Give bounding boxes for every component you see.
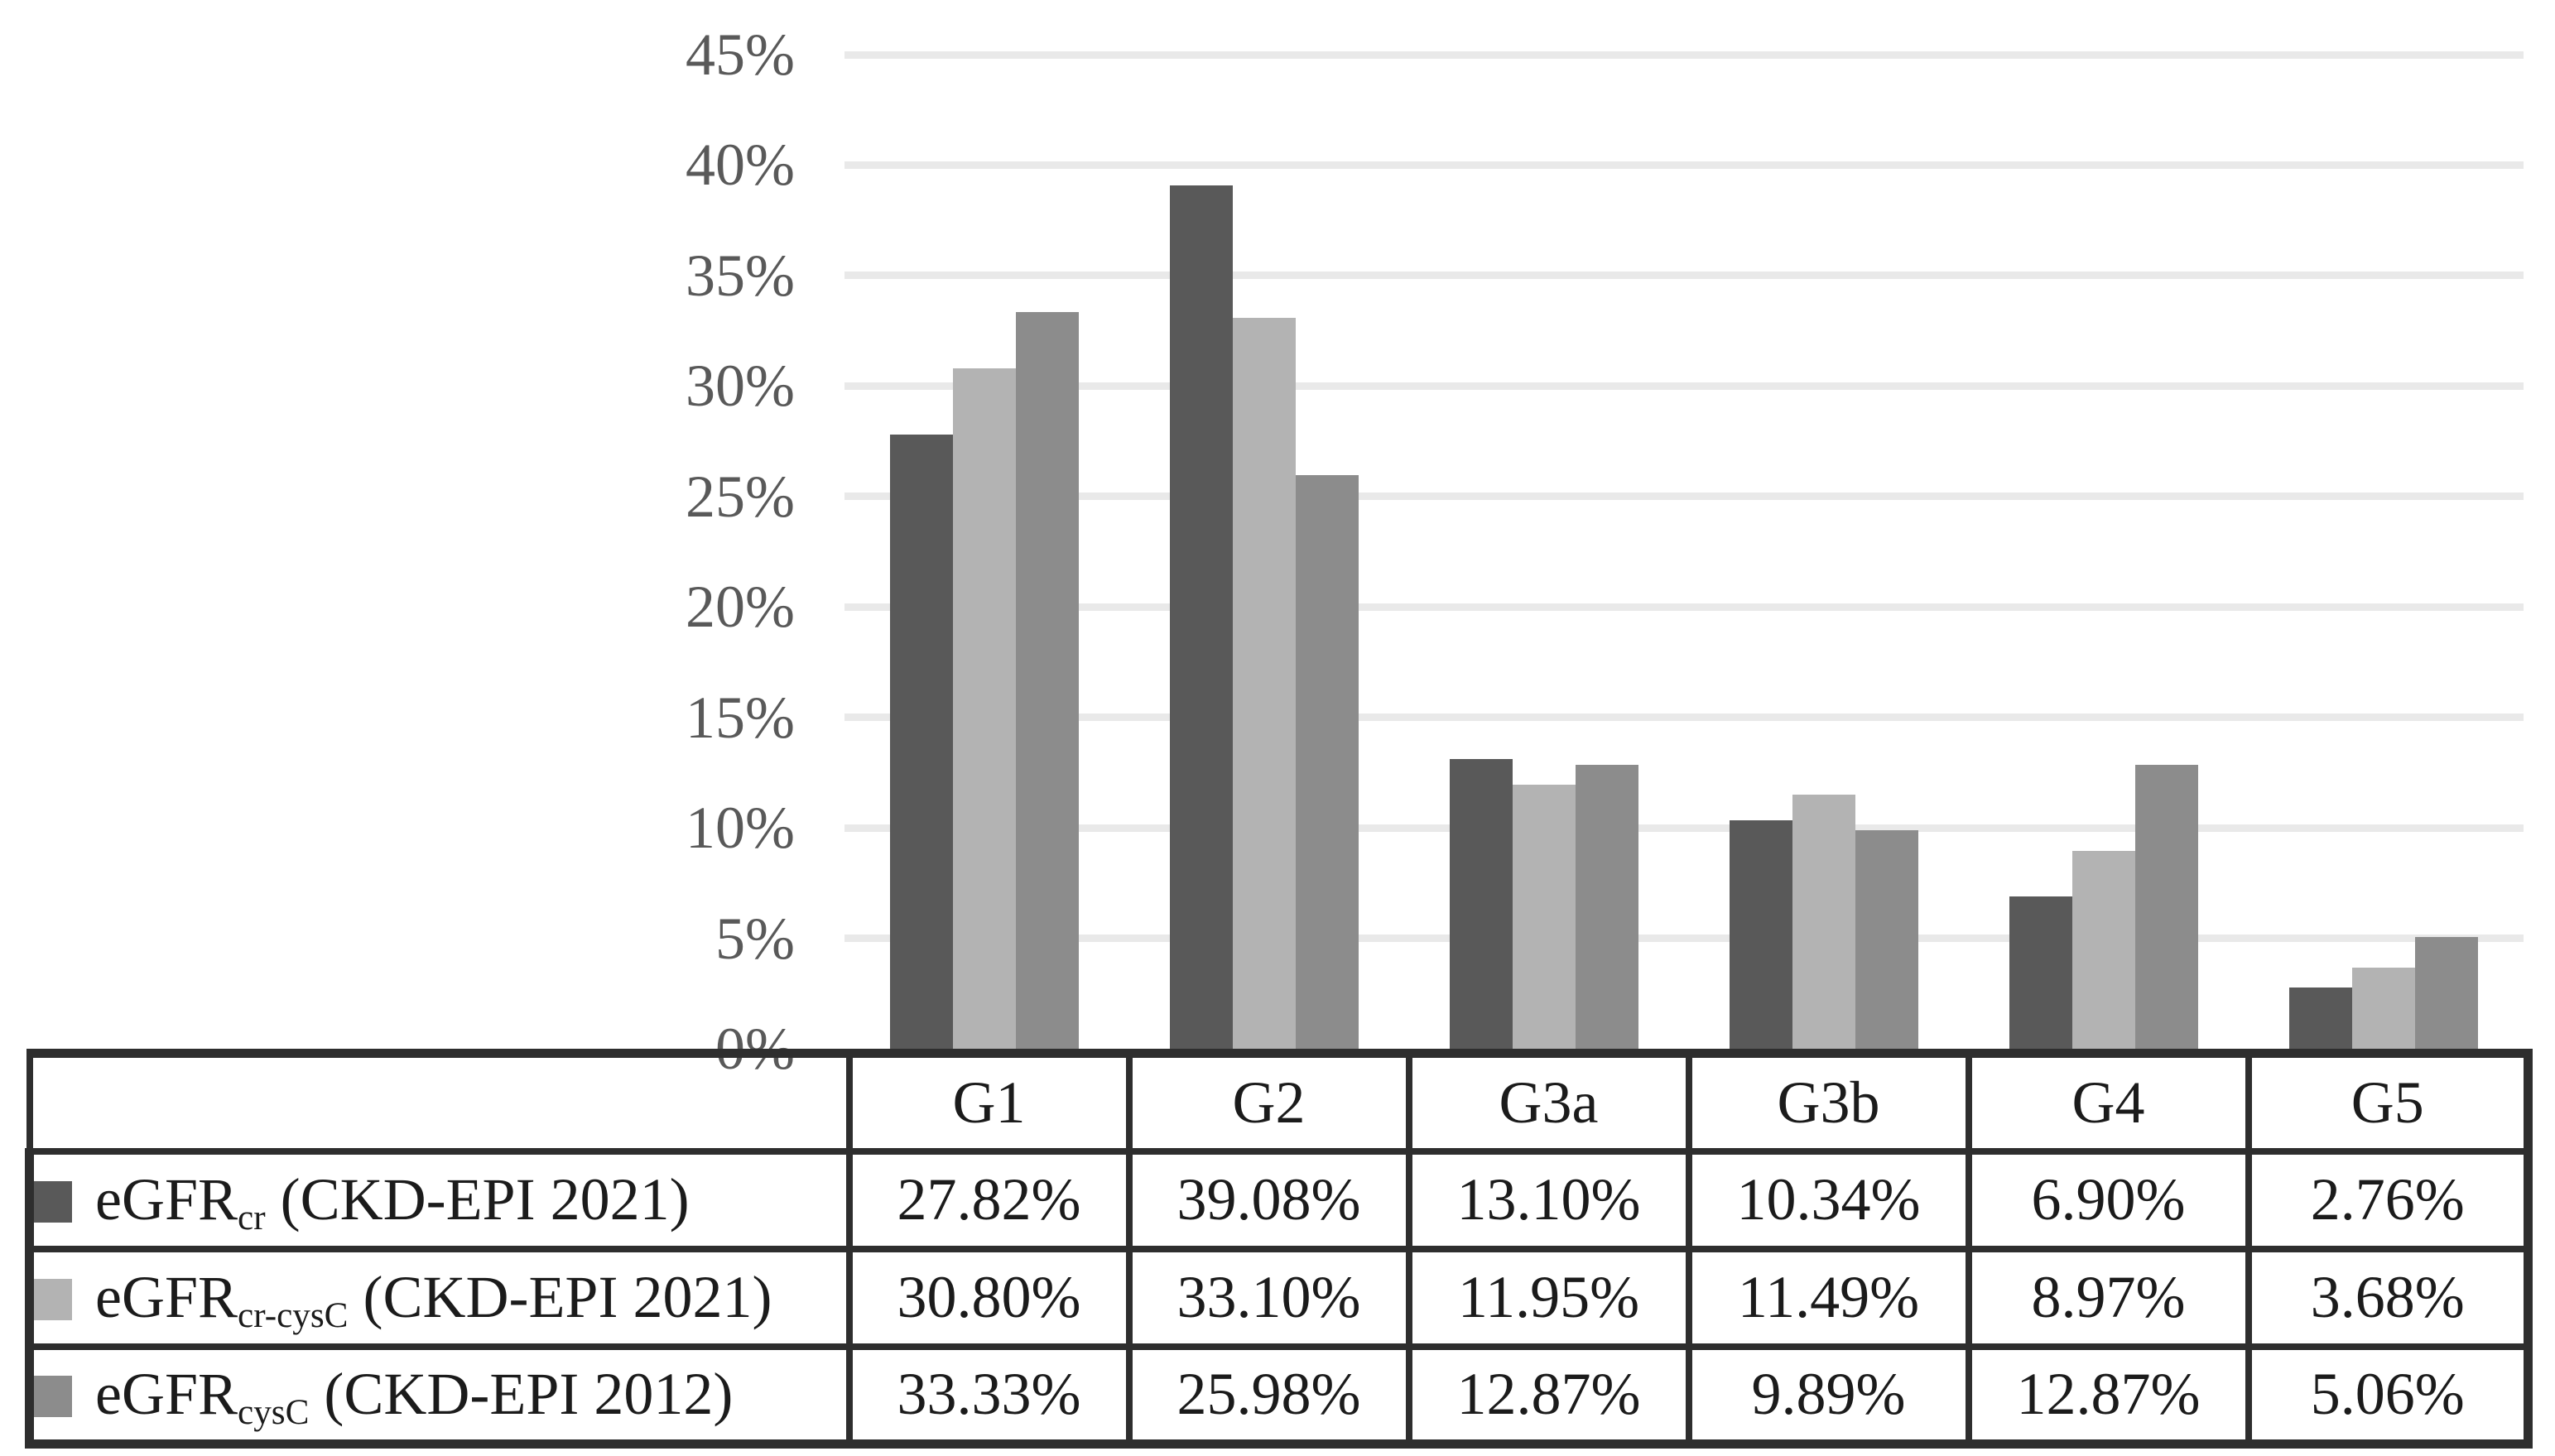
value-cell-G1-series1: 27.82% bbox=[845, 1147, 1133, 1252]
y-tick-label-25: 25% bbox=[686, 463, 795, 530]
gridline-40 bbox=[844, 161, 2524, 169]
bar-series2-G5 bbox=[2352, 967, 2415, 1049]
bar-series1-G3b bbox=[1730, 820, 1792, 1049]
gridline-20 bbox=[844, 603, 2524, 611]
legend-label: eGFRcysC (CKD-EPI 2012) bbox=[95, 1361, 734, 1433]
legend-swatch-icon bbox=[38, 1376, 72, 1418]
column-header-G5: G5 bbox=[2245, 1049, 2533, 1155]
y-tick-label-15: 15% bbox=[686, 684, 795, 751]
value-cell-G4-series1: 6.90% bbox=[1965, 1147, 2252, 1252]
legend-swatch-icon bbox=[38, 1181, 72, 1223]
value-cell-G2-series1: 39.08% bbox=[1125, 1147, 1412, 1252]
bar-series2-G2 bbox=[1233, 317, 1296, 1049]
value-cell-G2-series3: 25.98% bbox=[1125, 1343, 1412, 1449]
value-cell-G3a-series1: 13.10% bbox=[1405, 1147, 1692, 1252]
bar-series3-G5 bbox=[2415, 936, 2478, 1049]
bar-group-G4 bbox=[1964, 55, 2244, 1049]
legend-label: eGFRcr (CKD-EPI 2021) bbox=[95, 1166, 690, 1238]
gridline-15 bbox=[844, 714, 2524, 722]
legend-label: eGFRcr-cysC (CKD-EPI 2021) bbox=[95, 1264, 772, 1336]
value-cell-G5-series1: 2.76% bbox=[2245, 1147, 2533, 1252]
table-row-series3: eGFRcysC (CKD-EPI 2012) 33.33% 25.98% 12.87… bbox=[25, 1343, 2533, 1449]
legend-cell-series2: eGFRcr-cysC (CKD-EPI 2021) bbox=[25, 1245, 853, 1350]
bar-group-G3a bbox=[1404, 55, 1684, 1049]
gridline-5 bbox=[844, 935, 2524, 943]
gridline-10 bbox=[844, 824, 2524, 832]
legend-cell-series3: eGFRcysC (CKD-EPI 2012) bbox=[25, 1343, 853, 1449]
table-row-series2: eGFRcr-cysC (CKD-EPI 2021) 30.80% 33.10% 11… bbox=[25, 1245, 2533, 1350]
bar-series2-G3a bbox=[1513, 785, 1576, 1049]
column-header-G1: G1 bbox=[845, 1049, 1133, 1155]
bar-group-G5 bbox=[2244, 55, 2524, 1049]
y-tick-label-30: 30% bbox=[686, 353, 795, 420]
bar-series2-G4 bbox=[2072, 850, 2135, 1049]
table-header-row: G1 G2 G3a G3b G4 G5 bbox=[26, 1049, 2533, 1155]
y-tick-label-5: 5% bbox=[715, 905, 795, 972]
legend-swatch-icon bbox=[38, 1279, 72, 1320]
table-corner-cell bbox=[26, 1049, 853, 1155]
bar-series2-G3b bbox=[1792, 795, 1855, 1049]
bar-series3-G3b bbox=[1855, 830, 1918, 1049]
bar-series2-G1 bbox=[953, 368, 1016, 1049]
column-header-G2: G2 bbox=[1125, 1049, 1412, 1155]
column-header-G3a: G3a bbox=[1405, 1049, 1692, 1155]
value-cell-G3b-series2: 11.49% bbox=[1685, 1245, 1972, 1350]
bar-series3-G3a bbox=[1576, 764, 1638, 1049]
data-table: G1 G2 G3a G3b G4 G5 eGFRcr (CKD-EPI 2021) 27.8… bbox=[25, 1049, 2533, 1449]
value-cell-G4-series2: 8.97% bbox=[1965, 1245, 2252, 1350]
y-tick-label-10: 10% bbox=[686, 795, 795, 862]
gridline-35 bbox=[844, 271, 2524, 280]
y-tick-label-35: 35% bbox=[686, 242, 795, 309]
bar-group-G3b bbox=[1684, 55, 1964, 1049]
gridline-30 bbox=[844, 382, 2524, 390]
gridline-45 bbox=[844, 50, 2524, 59]
value-cell-G3a-series3: 12.87% bbox=[1405, 1343, 1692, 1449]
bar-group-G1 bbox=[844, 55, 1124, 1049]
gridline-25 bbox=[844, 493, 2524, 501]
y-tick-label-40: 40% bbox=[686, 132, 795, 199]
bar-series1-G4 bbox=[2009, 896, 2072, 1049]
bar-group-G2 bbox=[1124, 55, 1404, 1049]
y-tick-label-20: 20% bbox=[686, 574, 795, 641]
bar-series1-G1 bbox=[890, 434, 953, 1049]
value-cell-G3a-series2: 11.95% bbox=[1405, 1245, 1692, 1350]
table-row-series1: eGFRcr (CKD-EPI 2021) 27.82% 39.08% 13.10% 1… bbox=[25, 1147, 2533, 1252]
bar-series3-G2 bbox=[1296, 474, 1359, 1049]
value-cell-G3b-series3: 9.89% bbox=[1685, 1343, 1972, 1449]
plot-area bbox=[844, 50, 2524, 1049]
value-cell-G2-series2: 33.10% bbox=[1125, 1245, 1412, 1350]
bar-series1-G2 bbox=[1170, 185, 1233, 1049]
value-cell-G4-series3: 12.87% bbox=[1965, 1343, 2252, 1449]
value-cell-G3b-series1: 10.34% bbox=[1685, 1147, 1972, 1252]
bar-series1-G3a bbox=[1450, 759, 1513, 1049]
column-header-G3b: G3b bbox=[1685, 1049, 1972, 1155]
value-cell-G5-series2: 3.68% bbox=[2245, 1245, 2533, 1350]
value-cell-G1-series2: 30.80% bbox=[845, 1245, 1133, 1350]
value-cell-G5-series3: 5.06% bbox=[2245, 1343, 2533, 1449]
column-header-G4: G4 bbox=[1965, 1049, 2252, 1155]
value-cell-G1-series3: 33.33% bbox=[845, 1343, 1133, 1449]
bar-series3-G4 bbox=[2135, 764, 2198, 1049]
y-tick-label-45: 45% bbox=[686, 22, 795, 88]
legend-cell-series1: eGFRcr (CKD-EPI 2021) bbox=[25, 1147, 853, 1252]
bar-series1-G5 bbox=[2289, 987, 2352, 1049]
bar-series3-G1 bbox=[1016, 312, 1079, 1049]
